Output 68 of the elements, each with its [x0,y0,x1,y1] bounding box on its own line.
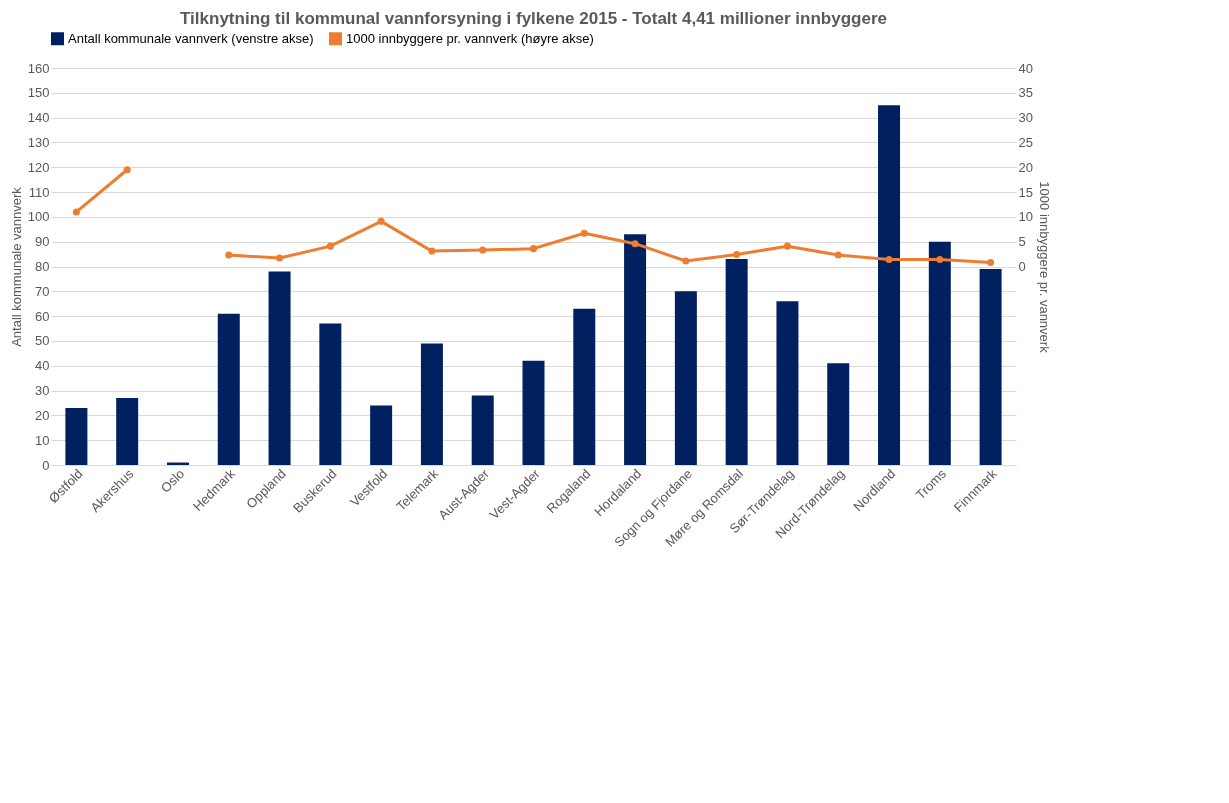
y2-tick-label: 30 [1018,110,1033,126]
y-tick-label: 40 [35,358,50,374]
point [428,247,436,255]
point [225,251,233,259]
y2-tick-label: 40 [1018,60,1033,76]
y-tick-label: 50 [35,333,50,349]
x-tick-label: Oslo [157,466,188,496]
point [987,259,995,267]
bar [725,259,748,465]
y-tick-label: 100 [27,209,50,225]
y-tick-label: 120 [27,159,50,175]
y2-tick-label: 20 [1018,159,1033,175]
bar [776,301,799,465]
y2-tick-label: 25 [1018,134,1033,150]
point [631,240,639,248]
point [276,254,284,262]
point [580,229,588,237]
chart-title: Tilknytning til kommunal vannforsyning i fylkene 2015 - Totalt 4,41 millioner innbyggere [180,9,887,28]
bar [878,105,901,465]
y2-tick-label: 35 [1018,85,1033,101]
y-tick-label: 90 [35,234,50,250]
point [529,245,538,253]
legend-label: Antall kommunale vannverk (venstre akse) [68,30,314,46]
bar [522,360,545,465]
y-tick-label: 60 [35,308,50,324]
bar [217,313,240,465]
y-axis-title: Antall kommunale vannverk [8,186,24,347]
point [936,256,944,264]
bar [979,268,1002,465]
bar [116,398,139,465]
point [326,242,334,250]
point [72,208,80,216]
point [377,217,385,225]
bar [319,323,342,465]
point [479,246,487,254]
y-tick-label: 70 [35,283,50,299]
y-tick-label: 80 [35,259,50,274]
bar [624,234,647,465]
y2-tick-label: 10 [1018,209,1033,225]
bar [268,271,291,465]
y-tick-label: 160 [27,60,50,76]
legend-label: 1000 innbyggere pr. vannverk (høyre akse) [346,30,594,46]
point [733,251,741,259]
y2-axis-title: 1000 innbyggere pr. vannverk [1036,181,1052,354]
point [834,251,842,259]
bar [928,241,951,465]
y-tick-label: 140 [27,110,50,126]
y2-tick-label: 5 [1018,234,1026,250]
point [123,166,131,174]
bar [65,407,88,465]
y-tick-label: 20 [35,407,50,423]
bar [827,363,850,465]
point [885,256,893,264]
bar [370,405,393,465]
bar [573,308,596,465]
y-tick-label: 150 [27,85,50,101]
bar [420,343,443,465]
y-tick-label: 110 [28,184,50,200]
bar [471,395,494,465]
y-tick-label: 130 [27,134,50,150]
y-tick-label: 30 [35,383,50,399]
point [682,257,690,265]
y-tick-label: 0 [42,457,50,473]
y-tick-label: 10 [35,432,50,448]
y2-tick-label: 0 [1018,259,1026,274]
point [783,242,791,250]
y2-tick-label: 15 [1018,184,1033,200]
bar [674,291,697,465]
